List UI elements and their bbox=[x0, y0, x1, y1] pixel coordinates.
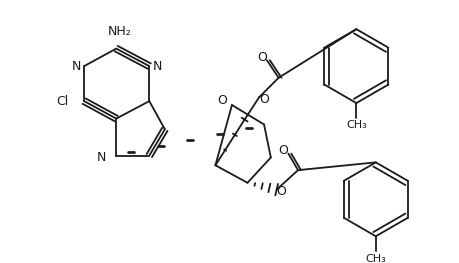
Text: O: O bbox=[276, 185, 286, 198]
Text: Cl: Cl bbox=[56, 95, 69, 108]
Text: CH₃: CH₃ bbox=[364, 254, 386, 263]
Text: O: O bbox=[257, 51, 266, 64]
Text: NH₂: NH₂ bbox=[107, 25, 131, 38]
Text: O: O bbox=[278, 144, 288, 157]
Text: O: O bbox=[258, 93, 269, 106]
Text: N: N bbox=[152, 60, 162, 73]
Text: O: O bbox=[217, 94, 227, 107]
Text: N: N bbox=[97, 151, 106, 164]
Text: N: N bbox=[72, 60, 81, 73]
Text: CH₃: CH₃ bbox=[345, 120, 366, 130]
